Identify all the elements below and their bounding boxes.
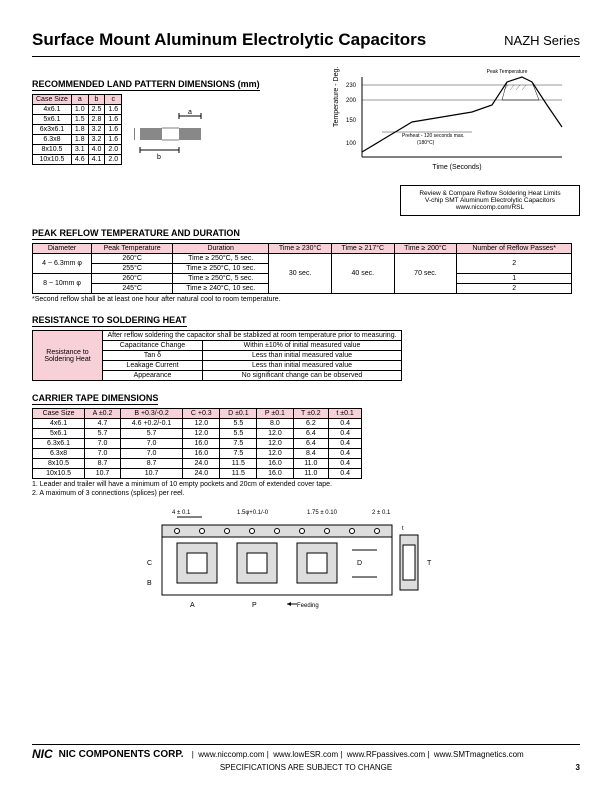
corp-name: NIC COMPONENTS CORP. (59, 749, 184, 760)
svg-text:Feeding: Feeding (297, 603, 319, 609)
svg-text:4 ± 0.1: 4 ± 0.1 (172, 510, 191, 516)
page-number: 3 (576, 763, 580, 772)
svg-text:230: 230 (346, 83, 357, 89)
svg-text:150: 150 (346, 118, 357, 124)
svg-text:t: t (402, 526, 404, 532)
svg-text:Time (Seconds): Time (Seconds) (432, 164, 481, 171)
reflow-profile-chart: Temperature - Deg. C 230 200 150 100 Tim… (332, 67, 572, 177)
peak-table: DiameterPeak TemperatureDurationTime ≥ 2… (32, 243, 572, 294)
svg-text:T: T (427, 560, 432, 567)
carrier-title: CARRIER TAPE DIMENSIONS (32, 393, 580, 405)
peak-title: PEAK REFLOW TEMPERATURE AND DURATION (32, 228, 580, 240)
svg-text:(180°C): (180°C) (417, 140, 435, 146)
svg-text:P: P (252, 602, 257, 609)
carrier-note1: 1. Leader and trailer will have a minimu… (32, 481, 580, 488)
review-compare-box: Review & Compare Reflow Soldering Heat L… (400, 185, 580, 216)
resistance-title: RESISTANCE TO SOLDERING HEAT (32, 315, 580, 327)
svg-text:D: D (357, 560, 362, 567)
svg-text:2 ± 0.1: 2 ± 0.1 (372, 510, 391, 516)
svg-text:b: b (157, 154, 161, 161)
svg-text:1.75 ± 0.10: 1.75 ± 0.10 (307, 510, 338, 516)
main-title: Surface Mount Aluminum Electrolytic Capa… (32, 30, 426, 50)
svg-text:Preheat - 120 seconds max.: Preheat - 120 seconds max. (402, 133, 465, 139)
land-title: RECOMMENDED LAND PATTERN DIMENSIONS (mm) (32, 79, 322, 91)
svg-text:200: 200 (346, 98, 357, 104)
series-label: NAZH Series (504, 33, 580, 48)
svg-text:1.5φ+0.1/-0: 1.5φ+0.1/-0 (237, 510, 269, 516)
svg-text:B: B (147, 580, 152, 587)
page-header: Surface Mount Aluminum Electrolytic Capa… (32, 30, 580, 57)
top-section: RECOMMENDED LAND PATTERN DIMENSIONS (mm)… (32, 67, 580, 216)
svg-text:C: C (147, 560, 152, 567)
reflow-chart-area: Temperature - Deg. C 230 200 150 100 Tim… (332, 67, 580, 216)
svg-text:a: a (188, 109, 192, 116)
nic-logo: NIC (32, 747, 53, 761)
peak-note: *Second reflow shall be at least one hou… (32, 296, 580, 303)
footer-links: | www.niccomp.com | www.lowESR.com | www… (190, 750, 524, 759)
spec-notice: SPECIFICATIONS ARE SUBJECT TO CHANGE (32, 763, 580, 772)
svg-text:100: 100 (346, 141, 357, 147)
land-table: Case Sizeabc4x6.11.02.51.65x6.11.52.81.6… (32, 94, 122, 165)
pad-diagram: a c b (134, 108, 224, 163)
svg-text:Temperature - Deg. C: Temperature - Deg. C (333, 67, 340, 127)
svg-text:A: A (190, 602, 195, 609)
resistance-table: Resistance to Soldering HeatAfter reflow… (32, 330, 402, 381)
carrier-note2: 2. A maximum of 3 connections (splices) … (32, 490, 580, 497)
carrier-tape-diagram: 4 ± 0.1 1.5φ+0.1/-0 1.75 ± 0.10 2 ± 0.1 … (142, 505, 442, 615)
carrier-table: Case SizeA ±0.2B +0.3/-0.2C +0.3D ±0.1P … (32, 408, 362, 479)
svg-text:Peak Temperature: Peak Temperature (487, 69, 528, 75)
page-footer: NIC NIC COMPONENTS CORP. | www.niccomp.c… (32, 744, 580, 772)
